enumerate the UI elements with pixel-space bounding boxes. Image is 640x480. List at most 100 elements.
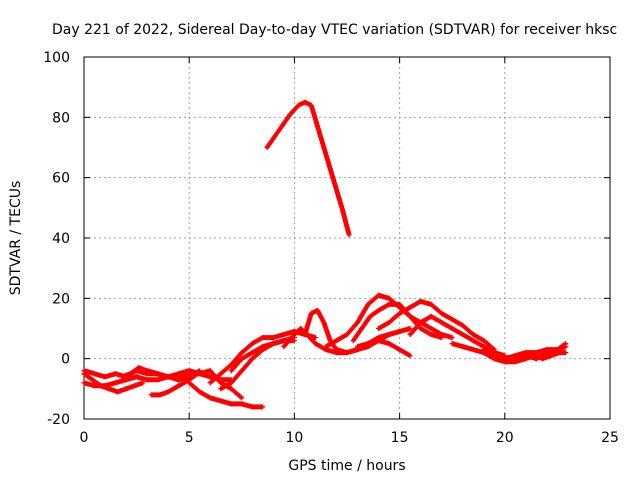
data-point: [207, 395, 213, 401]
data-point: [386, 320, 392, 325]
series-track-f: [186, 380, 266, 410]
data-point: [334, 187, 339, 193]
data-point: [312, 335, 318, 341]
data-point: [176, 383, 182, 389]
data-point: [239, 368, 245, 374]
series-track-u: [264, 99, 352, 238]
data-point: [119, 374, 125, 380]
data-point: [281, 332, 287, 337]
data-point: [140, 380, 146, 386]
data-point: [397, 310, 403, 316]
data-point: [92, 371, 97, 377]
data-point: [491, 353, 497, 359]
data-point: [270, 341, 276, 347]
data-point: [407, 332, 413, 337]
data-point: [155, 371, 161, 377]
data-point: [239, 401, 245, 407]
series-track-k: [302, 307, 413, 356]
chart-title: Day 221 of 2022, Sidereal Day-to-day VTE…: [52, 22, 617, 38]
data-point: [334, 338, 339, 344]
data-point: [287, 111, 293, 117]
data-point: [176, 377, 182, 383]
data-point: [376, 292, 382, 298]
data-point: [315, 307, 320, 313]
data-point: [470, 338, 476, 344]
data-point: [397, 301, 403, 307]
series-track-n: [376, 298, 497, 353]
data-point: [281, 338, 287, 344]
data-point: [386, 295, 392, 301]
x-tick-label: 5: [185, 430, 194, 446]
data-point: [344, 332, 350, 337]
data-point: [321, 145, 327, 150]
data-point: [228, 362, 234, 368]
data-point: [449, 341, 455, 347]
series-track-d: [119, 365, 203, 383]
data-point: [239, 350, 245, 356]
data-point: [439, 310, 445, 316]
series-track-t: [523, 350, 569, 362]
data-point: [148, 392, 154, 398]
y-axis-label: SDTVAR / TECUs: [8, 181, 24, 296]
data-point: [113, 371, 119, 377]
data-point: [376, 338, 382, 344]
data-point: [207, 380, 213, 386]
data-point: [460, 323, 466, 328]
data-point: [228, 401, 234, 407]
data-point: [260, 335, 266, 341]
data-point: [228, 380, 234, 386]
data-point: [260, 404, 266, 410]
data-point: [218, 398, 224, 404]
data-point: [367, 313, 373, 319]
data-point: [106, 386, 112, 392]
y-tick-label: 0: [61, 352, 70, 368]
data-point: [386, 341, 392, 347]
data-point: [544, 350, 550, 356]
data-point: [418, 320, 424, 325]
series-track-m: [350, 301, 445, 344]
data-point: [218, 386, 224, 392]
data-point: [136, 365, 142, 371]
x-tick-label: 15: [391, 430, 409, 446]
data-point: [291, 332, 297, 337]
data-point: [115, 389, 121, 395]
x-tick-label: 20: [496, 430, 514, 446]
data-point: [89, 377, 95, 383]
data-point: [127, 371, 133, 377]
data-point: [376, 326, 382, 331]
data-point: [165, 374, 171, 380]
data-point: [186, 380, 192, 386]
data-point: [428, 313, 434, 319]
y-tick-label: 40: [52, 231, 70, 247]
data-point: [386, 332, 392, 337]
x-tick-label: 10: [285, 430, 303, 446]
data-point: [260, 344, 266, 350]
data-point: [302, 332, 308, 337]
data-point: [249, 356, 255, 362]
data-point: [249, 404, 255, 410]
data-point: [407, 313, 413, 319]
data-point: [81, 380, 87, 386]
data-point: [407, 326, 413, 331]
plot-frame: [83, 56, 611, 420]
data-point: [365, 341, 371, 347]
data-point: [340, 208, 346, 214]
data-point: [346, 232, 352, 238]
series-track-c: [81, 371, 146, 395]
data-point: [218, 371, 224, 377]
data-point: [557, 350, 562, 356]
data-point: [407, 304, 413, 310]
data-point: [323, 344, 329, 350]
y-tick-label: 60: [52, 171, 70, 187]
data-point: [548, 353, 554, 359]
data-point: [563, 350, 569, 356]
data-point: [428, 332, 434, 337]
data-point: [386, 301, 392, 307]
axis-ticks: 0 5 10 15 20 25 -20 0 20 40 60 80 100: [43, 50, 619, 446]
y-tick-label: 20: [52, 291, 70, 307]
series-track-e: [148, 371, 201, 398]
data-point: [296, 102, 302, 108]
data-point: [350, 338, 356, 344]
data-point: [207, 374, 213, 380]
series-track-g: [207, 329, 318, 386]
